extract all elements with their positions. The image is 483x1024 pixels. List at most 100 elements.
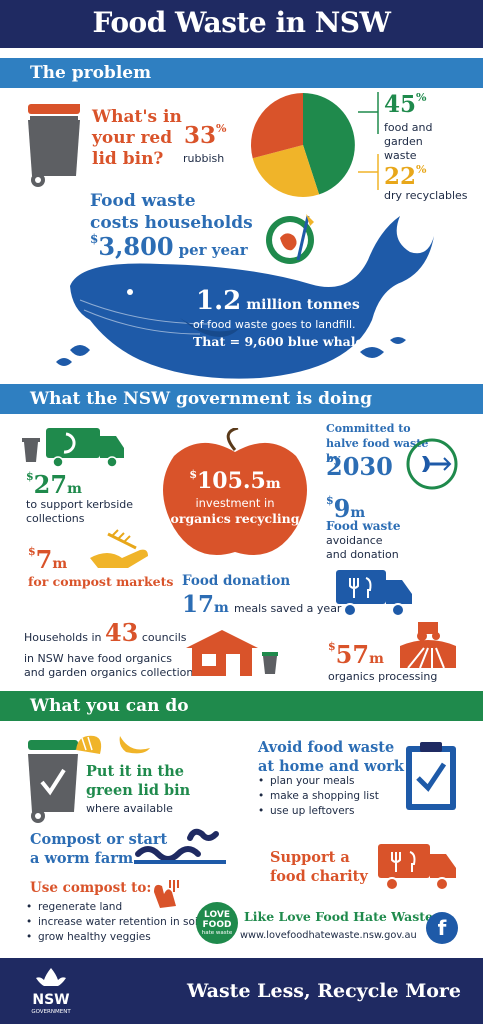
- food-garden-value: 45: [384, 91, 417, 118]
- rubbish-percent: 33%: [184, 122, 226, 149]
- top-header: Food Waste in NSW: [0, 0, 483, 48]
- dry-value: 22: [384, 163, 417, 190]
- donation-truck-icon: [336, 570, 412, 617]
- blue-whale-illustration: [56, 216, 434, 379]
- food-waste-cost-title: Food waste costs households: [90, 190, 253, 234]
- green-bin-title: Put it in the green lid bin: [86, 762, 190, 800]
- landfill-value: 1.2: [196, 286, 242, 316]
- councils-line3: and garden organics collections: [24, 666, 200, 679]
- waratah-logo-icon: [36, 968, 66, 986]
- processing-value: 57: [335, 640, 370, 669]
- councils-prefix: Households in: [24, 631, 102, 644]
- pie-legend-lines: [358, 92, 379, 190]
- landfill-unit: million tonnes: [246, 297, 360, 313]
- clipboard-check-icon: [406, 742, 456, 810]
- section-title-government: What the NSW government is doing: [30, 389, 373, 409]
- footer: NSW GOVERNMENT Waste Less, Recycle More: [0, 958, 483, 1024]
- apple-core-icon: [406, 438, 458, 490]
- list-item: increase water retention in soil: [26, 915, 201, 930]
- avoidance-label: avoidance and donation: [326, 534, 399, 561]
- list-item: grow healthy veggies: [26, 930, 201, 945]
- pie-slice-food-garden: [303, 93, 355, 195]
- charity-line2: food charity: [270, 868, 368, 885]
- lfhw-logo-line3: hate waste: [201, 930, 233, 936]
- donation-suffix: m: [214, 600, 229, 616]
- apple-icon: [163, 428, 307, 555]
- avoid-title-line2: at home and work: [258, 758, 404, 775]
- pie-slice-dry: [252, 145, 320, 197]
- avoidance-amount: $9m: [326, 494, 365, 523]
- cost-line1: Food waste: [90, 191, 196, 211]
- section-title-problem: The problem: [30, 63, 152, 83]
- list-item: make a shopping list: [258, 789, 379, 804]
- lfhw-logo-line2: FOOD: [202, 920, 232, 930]
- list-item: regenerate land: [26, 900, 201, 915]
- landfill-line2: of food waste goes to landfill.: [193, 318, 356, 331]
- charity-line1: Support a: [270, 849, 350, 866]
- avoid-title: Avoid food waste at home and work: [258, 738, 404, 776]
- nsw-logo-sub: GOVERNMENT: [31, 1009, 71, 1015]
- investment-currency: $: [189, 468, 197, 481]
- list-item: plan your meals: [258, 774, 379, 789]
- compost-line2: a worm farm: [30, 850, 134, 867]
- footer-slogan: Waste Less, Recycle More: [186, 980, 461, 1002]
- kerbside-currency: $: [26, 470, 34, 483]
- cost-suffix: per year: [178, 241, 248, 259]
- charity-truck-icon: [378, 844, 456, 891]
- investment-value: 105.5: [196, 468, 266, 494]
- halve-label: Committed to halve food waste by: [326, 422, 429, 465]
- food-waste-cost-amount: $3,800 per year: [90, 232, 248, 261]
- lfhw-title[interactable]: Like Love Food Hate Waste: [244, 909, 433, 924]
- compost-title: Compost or start a worm farm: [30, 830, 167, 868]
- cost-value: 3,800: [98, 232, 174, 261]
- avoidance-value: 9: [333, 494, 351, 523]
- pie-slice-rubbish: [250, 93, 303, 159]
- dry-unit: %: [416, 163, 427, 176]
- food-garden-unit: %: [416, 91, 427, 104]
- facebook-icon[interactable]: f: [426, 912, 458, 944]
- investment-amount: $105.5m: [160, 468, 310, 494]
- donation-label: meals saved a year: [233, 602, 342, 615]
- green-lid-bin-icon: [28, 740, 78, 823]
- lfhw-logo-line1: LOVE: [204, 910, 230, 920]
- processing-amount: $57m: [328, 640, 384, 669]
- councils-line2: in NSW have food organics: [24, 652, 172, 665]
- avoidance-title: Food waste: [326, 519, 401, 533]
- house-bin-icon: [186, 630, 278, 676]
- kerbside-suffix: m: [67, 481, 82, 497]
- cost-currency: $: [90, 232, 99, 246]
- avoid-list: plan your meals make a shopping list use…: [258, 774, 379, 819]
- section-band-government: What the NSW government is doing: [0, 384, 483, 414]
- green-bin-line2: green lid bin: [86, 782, 191, 799]
- dry-percent: 22%: [384, 163, 426, 190]
- investment-line1: investment in: [195, 496, 275, 510]
- processing-suffix: m: [369, 651, 384, 667]
- red-bin-question: What's in your red lid bin?: [92, 107, 182, 169]
- landfill-line3: That = 9,600 blue whales: [193, 334, 371, 349]
- dry-label: dry recyclables: [384, 189, 468, 202]
- donation-title: Food donation: [182, 573, 291, 589]
- donation-stat: 17m meals saved a year: [182, 591, 341, 618]
- processing-label: organics processing: [328, 670, 438, 683]
- lfhw-url-link[interactable]: www.lovefoodhatewaste.nsw.gov.au: [240, 930, 417, 941]
- kerbside-value: 27: [33, 470, 68, 499]
- list-item: use up leftovers: [258, 804, 379, 819]
- food-garden-percent: 45%: [384, 91, 426, 118]
- charity-title: Support a food charity: [270, 848, 368, 886]
- donation-value: 17: [182, 591, 215, 618]
- plate-food-icon: [266, 214, 314, 264]
- food-garden-label: food and garden waste: [384, 121, 433, 162]
- nsw-logo-text: NSW: [32, 992, 70, 1008]
- farm-tractor-icon: [400, 622, 456, 669]
- use-compost-list: regenerate land increase water retention…: [26, 900, 201, 945]
- bread-banana-icon: [76, 735, 150, 754]
- recycling-truck-icon: [22, 428, 124, 468]
- hand-wheat-icon: [90, 529, 148, 568]
- councils-value: 43: [104, 618, 139, 647]
- avoid-title-line1: Avoid food waste: [258, 739, 395, 756]
- compost-markets-value: 7: [35, 545, 53, 574]
- green-bin-line1: Put it in the: [86, 763, 185, 780]
- compost-line1: Compost or start: [30, 831, 168, 848]
- compost-markets-amount: $7m: [28, 545, 67, 574]
- compost-markets-suffix: m: [52, 556, 68, 572]
